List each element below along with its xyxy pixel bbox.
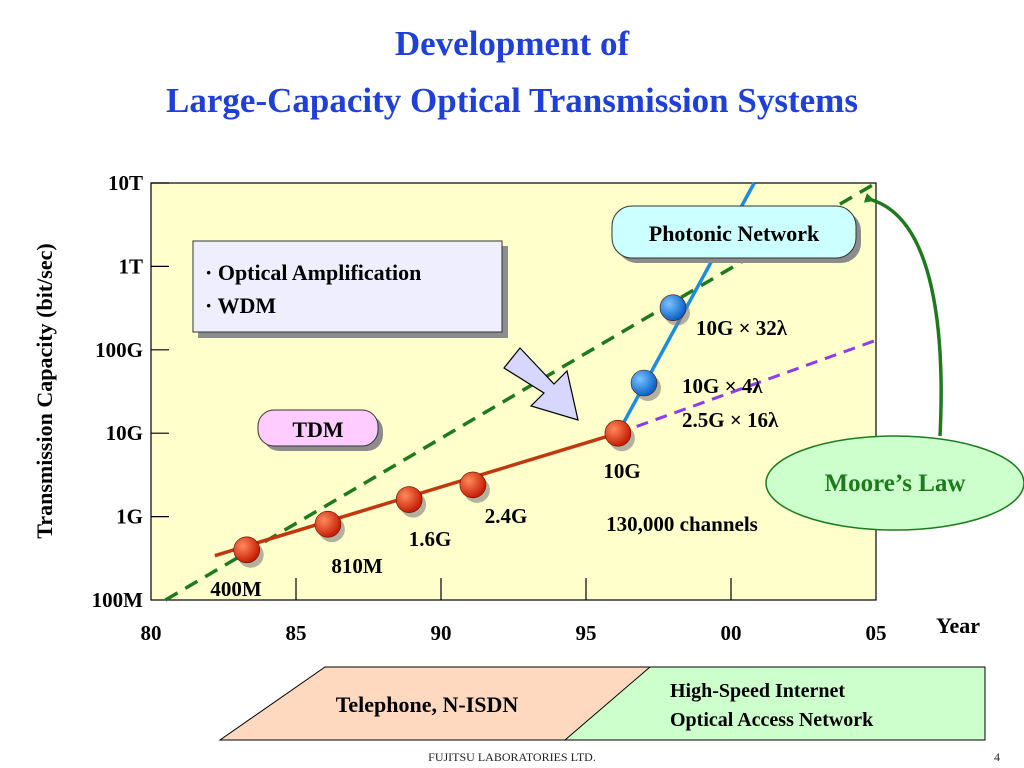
moores-law-arrow [863, 193, 943, 437]
x-tick-label: 05 [866, 621, 887, 645]
point-label-810m: 810M [331, 554, 383, 578]
technique-arrow [503, 347, 579, 421]
page-number: 4 [994, 750, 1000, 764]
moores-law-ellipse [765, 435, 1024, 531]
x-tick-label: 85 [286, 621, 307, 645]
wdm-trend-line [617, 338, 877, 435]
services-band-telephone [218, 666, 652, 741]
x-tick-label: 95 [576, 621, 597, 645]
channels-annotation: 130,000 channels [606, 512, 758, 536]
tdm-point-2 [395, 486, 423, 513]
point-label-2-4g: 2.4G [485, 504, 528, 528]
footer-company: FUJITSU LABORATORIES LTD. [428, 750, 596, 764]
tdm-box [257, 409, 379, 447]
tdm-box-label: TDM [292, 417, 344, 442]
service-telephone-label: Telephone, N-ISDN [336, 692, 519, 717]
technique-optical-amplification: · Optical Amplification [205, 260, 421, 285]
tdm-point-1 [314, 510, 342, 538]
photonic-box [611, 205, 857, 259]
service-internet-label-2: Optical Access Network [670, 709, 874, 731]
tdm-point-4 [604, 419, 632, 447]
x-tick-label: 90 [431, 621, 452, 645]
point-label-10g: 10G [603, 459, 640, 483]
tdm-point-3 [459, 471, 487, 499]
point-label-10g-32: 10G × 32λ [696, 316, 788, 340]
x-axis-label: Year [936, 613, 980, 638]
slide-title-line2: Large-Capacity Optical Transmission Syst… [166, 81, 858, 120]
photonic-point-1 [659, 294, 687, 321]
technique-box [192, 240, 503, 333]
y-tick-label: 10G [106, 421, 143, 445]
tdm-point-0 [233, 536, 260, 564]
y-tick-label: 1G [116, 505, 143, 529]
point-label-400m: 400M [210, 577, 262, 601]
photonic-point-0 [630, 369, 658, 397]
y-tick-label: 100M [92, 588, 144, 612]
point-label-1-6g: 1.6G [409, 527, 452, 551]
slide-title-line1: Development of [394, 24, 630, 63]
y-tick-label: 1T [118, 254, 143, 278]
service-internet-label-1: High-Speed Internet [670, 680, 845, 702]
y-tick-label: 10T [108, 171, 143, 195]
photonic-box-label: Photonic Network [649, 221, 820, 246]
y-tick-label: 100G [95, 338, 143, 362]
point-label-10g-4: 10G × 4λ [682, 374, 763, 398]
moores-law-label: Moore’s Law [825, 470, 966, 497]
point-label-2-5g-16: 2.5G × 16λ [682, 408, 779, 432]
y-axis-label: Transmission Capacity (bit/sec) [32, 243, 57, 538]
x-tick-label: 00 [721, 621, 742, 645]
x-tick-label: 80 [141, 621, 162, 645]
technique-wdm: · WDM [205, 293, 276, 318]
